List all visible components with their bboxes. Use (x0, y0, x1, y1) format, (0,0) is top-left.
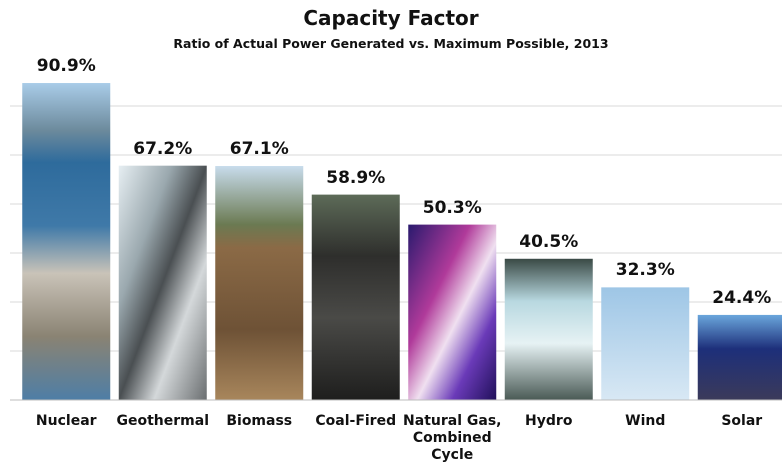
value-label: 67.2% (113, 139, 213, 159)
value-label: 90.9% (16, 56, 116, 76)
x-tick-label: Hydro (499, 413, 599, 430)
x-tick-label: Geothermal (113, 413, 213, 430)
bars (22, 83, 782, 400)
bar (698, 315, 782, 400)
x-tick-label: Natural Gas, Combined Cycle (402, 413, 502, 464)
x-tick-label: Coal-Fired (306, 413, 406, 430)
x-tick-label: Wind (595, 413, 695, 430)
chart-title: Capacity Factor (0, 6, 782, 30)
value-label: 40.5% (499, 232, 599, 252)
x-tick-label: Solar (692, 413, 782, 430)
value-label: 67.1% (209, 139, 309, 159)
chart-subtitle: Ratio of Actual Power Generated vs. Maxi… (0, 36, 782, 51)
bar (215, 166, 303, 400)
x-tick-label: Nuclear (16, 413, 116, 430)
bar (312, 195, 400, 400)
bar (601, 287, 689, 400)
value-label: 24.4% (692, 288, 782, 308)
plot (0, 0, 782, 472)
bar (408, 225, 496, 400)
bar (22, 83, 110, 400)
chart: Capacity Factor Ratio of Actual Power Ge… (0, 0, 782, 472)
bar (505, 259, 593, 400)
value-label: 50.3% (402, 198, 502, 218)
bar (119, 166, 207, 400)
x-tick-label: Biomass (209, 413, 309, 430)
value-label: 32.3% (595, 260, 695, 280)
value-label: 58.9% (306, 168, 406, 188)
